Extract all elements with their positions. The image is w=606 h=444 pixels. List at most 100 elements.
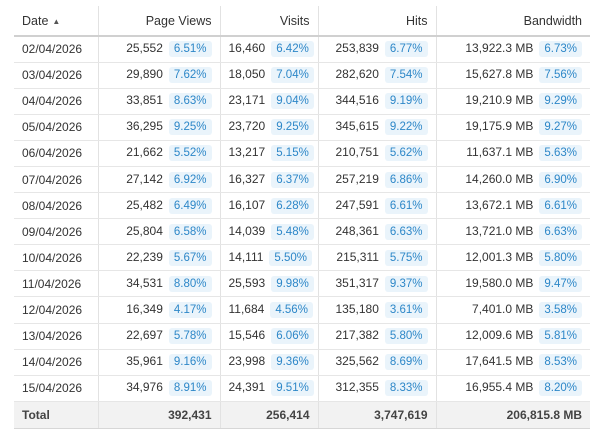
- table-row: 04/04/2026 33,851 8.63% 23,171 9.04% 344,516 9…: [14, 88, 590, 115]
- bandwidth-percent-badge: 6.73%: [539, 41, 582, 58]
- hits-value: 344,516: [335, 93, 379, 108]
- column-header-visits[interactable]: Visits: [219, 6, 318, 37]
- table-row: 02/04/2026 25,552 6.51% 16,460 6.42% 253,839 6…: [14, 36, 590, 63]
- daily-stats-table: Date ▲ Page Views Visits Hits Bandwidth 0…: [14, 6, 590, 429]
- hits-percent-badge: 6.77%: [384, 41, 428, 58]
- column-header-page-views[interactable]: Page Views: [97, 6, 220, 37]
- visits-value: 23,998: [228, 354, 266, 369]
- hits-value: 257,219: [335, 171, 379, 186]
- bandwidth-value: 12,009.6 MB: [465, 328, 534, 343]
- row-hits-cell: 247,591 6.61%: [317, 192, 436, 220]
- row-page-views-cell: 29,890 7.62%: [97, 62, 220, 89]
- row-page-views-cell: 34,976 8.91%: [97, 375, 220, 402]
- row-bandwidth-cell: 19,580.0 MB 9.47%: [435, 270, 590, 298]
- visits-percent-badge: 5.15%: [271, 145, 314, 162]
- hits-value: 351,317: [335, 275, 379, 290]
- row-visits-cell: 24,391 9.51%: [219, 375, 318, 402]
- row-bandwidth-cell: 13,721.0 MB 6.63%: [435, 218, 590, 246]
- hits-percent-badge: 9.19%: [384, 93, 428, 110]
- bandwidth-percent-badge: 3.58%: [539, 301, 582, 318]
- visits-value: 18,050: [228, 67, 266, 82]
- table-row: 14/04/2026 35,961 9.16% 23,998 9.36% 325,562 8…: [14, 349, 590, 376]
- hits-percent-badge: 9.22%: [384, 119, 428, 136]
- row-hits-cell: 344,516 9.19%: [317, 88, 436, 115]
- row-date: 05/04/2026: [14, 114, 98, 141]
- row-bandwidth-cell: 17,641.5 MB 8.53%: [435, 349, 590, 376]
- hits-percent-badge: 6.61%: [384, 197, 428, 214]
- row-page-views-cell: 34,531 8.80%: [97, 270, 220, 298]
- row-bandwidth-cell: 19,175.9 MB 9.27%: [435, 114, 590, 141]
- row-date: 13/04/2026: [14, 323, 98, 350]
- visits-value: 15,546: [228, 328, 266, 343]
- column-header-bandwidth[interactable]: Bandwidth: [435, 6, 590, 37]
- row-date: 07/04/2026: [14, 166, 98, 194]
- bandwidth-percent-badge: 6.61%: [539, 197, 582, 214]
- page-views-percent-badge: 9.25%: [168, 119, 212, 136]
- visits-value: 14,111: [228, 249, 264, 264]
- visits-value: 16,327: [228, 171, 266, 186]
- bandwidth-value: 12,001.3 MB: [465, 249, 534, 264]
- bandwidth-value: 19,210.9 MB: [465, 93, 534, 108]
- bandwidth-value: 13,721.0 MB: [465, 223, 534, 238]
- hits-value: 135,180: [335, 301, 379, 316]
- bandwidth-percent-badge: 5.80%: [539, 249, 582, 266]
- visits-percent-badge: 6.37%: [271, 171, 314, 188]
- row-hits-cell: 210,751 5.62%: [317, 140, 436, 167]
- row-date: 06/04/2026: [14, 140, 98, 167]
- page-views-value: 29,890: [126, 67, 163, 82]
- table-row: 11/04/2026 34,531 8.80% 25,593 9.98% 351,317 9…: [14, 270, 590, 298]
- page-views-value: 35,961: [126, 354, 163, 369]
- bandwidth-value: 19,175.9 MB: [465, 119, 534, 134]
- total-visits: 256,414: [219, 400, 318, 429]
- table-row: 09/04/2026 25,804 6.58% 14,039 5.48% 248,361 6…: [14, 218, 590, 246]
- page-views-percent-badge: 9.16%: [168, 354, 212, 371]
- visits-percent-badge: 9.36%: [271, 354, 314, 371]
- visits-percent-badge: 5.48%: [271, 223, 314, 240]
- page-views-value: 21,662: [126, 145, 163, 160]
- bandwidth-value: 7,401.0 MB: [472, 301, 534, 316]
- bandwidth-value: 16,955.4 MB: [465, 380, 534, 395]
- page-views-percent-badge: 6.92%: [168, 171, 212, 188]
- row-date: 14/04/2026: [14, 349, 98, 376]
- row-date: 12/04/2026: [14, 296, 98, 324]
- row-bandwidth-cell: 15,627.8 MB 7.56%: [435, 62, 590, 89]
- hits-value: 312,355: [335, 380, 379, 395]
- table-row: 06/04/2026 21,662 5.52% 13,217 5.15% 210,751 5…: [14, 140, 590, 167]
- row-visits-cell: 13,217 5.15%: [219, 140, 318, 167]
- bandwidth-value: 15,627.8 MB: [465, 67, 534, 82]
- row-visits-cell: 23,171 9.04%: [219, 88, 318, 115]
- table-row: 07/04/2026 27,142 6.92% 16,327 6.37% 257,219 6…: [14, 166, 590, 194]
- page-views-percent-badge: 5.78%: [168, 328, 212, 345]
- visits-percent-badge: 5.50%: [269, 249, 313, 266]
- page-views-value: 34,976: [126, 380, 163, 395]
- bandwidth-percent-badge: 6.90%: [539, 171, 582, 188]
- column-header-date[interactable]: Date ▲: [14, 6, 98, 37]
- visits-percent-badge: 9.04%: [271, 93, 314, 110]
- row-hits-cell: 217,382 5.80%: [317, 323, 436, 350]
- page-views-value: 25,804: [126, 223, 163, 238]
- page-views-percent-badge: 7.62%: [168, 67, 212, 84]
- page-views-value: 33,851: [126, 93, 163, 108]
- visits-value: 16,460: [228, 41, 266, 56]
- row-page-views-cell: 27,142 6.92%: [97, 166, 220, 194]
- visits-value: 11,684: [228, 301, 265, 316]
- hits-value: 325,562: [335, 354, 379, 369]
- row-bandwidth-cell: 12,009.6 MB 5.81%: [435, 323, 590, 350]
- page-views-value: 22,239: [126, 249, 163, 264]
- bandwidth-percent-badge: 9.29%: [539, 93, 582, 110]
- row-page-views-cell: 22,239 5.67%: [97, 244, 220, 272]
- hits-percent-badge: 6.86%: [384, 171, 428, 188]
- row-page-views-cell: 25,804 6.58%: [97, 218, 220, 246]
- row-date: 02/04/2026: [14, 36, 98, 63]
- bandwidth-percent-badge: 7.56%: [539, 67, 582, 84]
- bandwidth-value: 13,672.1 MB: [465, 197, 534, 212]
- column-header-hits[interactable]: Hits: [317, 6, 436, 37]
- visits-value: 23,720: [228, 119, 266, 134]
- page-views-percent-badge: 5.52%: [168, 145, 212, 162]
- visits-percent-badge: 9.51%: [271, 380, 314, 397]
- page-views-percent-badge: 8.63%: [168, 93, 212, 110]
- row-visits-cell: 25,593 9.98%: [219, 270, 318, 298]
- row-bandwidth-cell: 12,001.3 MB 5.80%: [435, 244, 590, 272]
- hits-value: 210,751: [335, 145, 379, 160]
- column-header-label: Bandwidth: [523, 13, 582, 28]
